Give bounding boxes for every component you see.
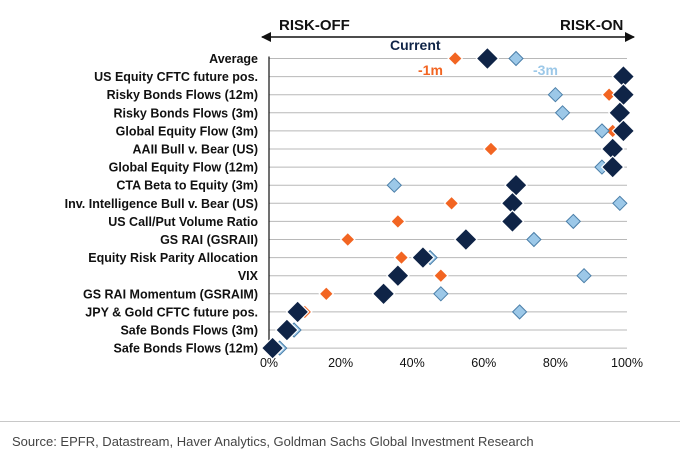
minus-3m-point [386, 177, 403, 193]
category-label: Risky Bonds Flows (3m) [114, 106, 258, 120]
current-point [275, 318, 299, 342]
category-label: VIX [238, 269, 259, 283]
current-point [386, 263, 410, 288]
current-point [611, 82, 636, 107]
current-point [260, 336, 285, 360]
current-point [500, 209, 525, 234]
current-point [600, 155, 625, 179]
minus-3m-point [526, 231, 542, 248]
category-label: GS RAI Momentum (GSRAIM) [83, 287, 258, 301]
minus-1m-point [447, 50, 464, 67]
category-label: Safe Bonds Flows (3m) [120, 324, 258, 338]
x-tick-label: 0% [260, 356, 278, 370]
minus-3m-point [511, 304, 528, 320]
category-label: AAII Bull v. Bear (US) [133, 143, 258, 157]
minus-3m-point [576, 267, 592, 284]
source-note: Source: EPFR, Datastream, Haver Analytic… [12, 434, 534, 449]
minus-1m-point [483, 141, 499, 157]
minus-3m-point [565, 213, 582, 230]
category-label: CTA Beta to Equity (3m) [116, 179, 258, 193]
x-axis-ticks: 0% 20% 40% 60% 80% 100% [260, 356, 643, 370]
category-label: Equity Risk Parity Allocation [88, 251, 258, 265]
category-label: US Equity CFTC future pos. [94, 70, 258, 84]
minus-3m-point [594, 123, 610, 139]
source-divider [0, 421, 680, 422]
legend-current-label: Current [390, 37, 441, 53]
current-point [607, 100, 632, 125]
minus-3m-point [554, 105, 571, 121]
minus-1m-point [432, 267, 449, 284]
minus-3m-point [547, 86, 564, 103]
x-tick-label: 60% [471, 356, 496, 370]
legend-1m-label: -1m [418, 62, 443, 78]
x-tick-label: 40% [400, 356, 425, 370]
minus-1m-point [339, 231, 356, 248]
category-label: Average [209, 52, 258, 66]
category-label: GS RAI (GSRAII) [160, 233, 258, 247]
chart: Average US Equity CFTC future pos. Risky B… [65, 17, 643, 370]
risk-on-label: RISK-ON [560, 17, 623, 34]
category-label: US Call/Put Volume Ratio [108, 215, 258, 229]
minus-3m-point [433, 286, 449, 302]
current-point [611, 119, 636, 143]
category-label: JPY & Gold CFTC future pos. [85, 305, 258, 319]
current-point [504, 173, 528, 198]
x-tick-label: 20% [328, 356, 353, 370]
category-labels: Average US Equity CFTC future pos. Risky B… [65, 52, 259, 356]
category-label: Global Equity Flow (12m) [109, 161, 258, 175]
current-point [285, 300, 310, 324]
legend-3m-label: -3m [533, 62, 558, 78]
category-label: Risky Bonds Flows (12m) [107, 88, 258, 102]
category-label: Global Equity Flow (3m) [116, 124, 258, 138]
category-label: Inv. Intelligence Bull v. Bear (US) [65, 197, 258, 211]
category-label: Safe Bonds Flows (12m) [114, 342, 258, 356]
minus-3m-point [508, 50, 524, 67]
current-point [371, 281, 396, 306]
x-tick-label: 100% [611, 356, 643, 370]
minus-1m-point [443, 195, 460, 212]
current-point [454, 227, 478, 252]
current-point [411, 245, 435, 270]
data-points [260, 46, 636, 360]
minus-1m-point [318, 285, 335, 302]
x-tick-label: 80% [543, 356, 568, 370]
risk-off-label: RISK-OFF [279, 17, 350, 34]
minus-1m-point [393, 249, 410, 266]
minus-3m-point [612, 195, 628, 212]
minus-1m-point [390, 213, 406, 230]
current-point [475, 46, 500, 71]
minus-1m-point [601, 86, 617, 103]
